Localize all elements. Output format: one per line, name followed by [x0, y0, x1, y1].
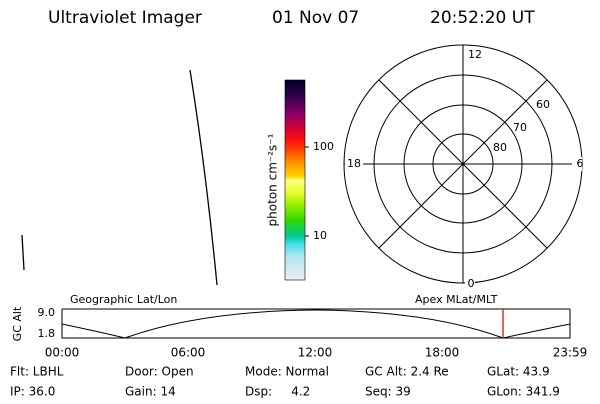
- mlt-label: 18: [347, 157, 361, 170]
- y-tick-label: 9.0: [38, 306, 56, 319]
- time: 20:52:20 UT: [430, 8, 535, 28]
- lat-label: 70: [513, 121, 527, 134]
- plot-frame: [61, 308, 571, 339]
- coastline: [21, 234, 25, 271]
- y-tick-label: 1.8: [38, 327, 56, 340]
- colorbar: [284, 79, 306, 281]
- plot-title: Apex MLat/MLT: [415, 293, 498, 306]
- info-panel: Flt: LBHL Door: Open Mode: Normal GC Alt: 2…: [10, 365, 560, 399]
- plot-title: Geographic Lat/Lon: [70, 293, 177, 306]
- y-axis-label: GC Alt: [11, 306, 24, 341]
- colorbar-tick-label: 10: [313, 229, 327, 242]
- lat-label: 60: [536, 98, 550, 111]
- info-field: Mode: Normal: [245, 365, 329, 379]
- info-field: Dsp: 4.2: [245, 385, 310, 399]
- info-field: Seq: 39: [365, 385, 411, 399]
- colorbar-label: photon cm⁻²s⁻¹: [266, 133, 280, 226]
- mlt-label: 12: [468, 48, 482, 61]
- polar-grid: [343, 44, 583, 284]
- x-tick-label: 23:59: [553, 346, 588, 360]
- info-field: GLon: 341.9: [487, 385, 560, 399]
- coastline: [189, 69, 218, 286]
- info-field: IP: 36.0: [10, 385, 55, 399]
- title: Ultraviolet Imager: [48, 8, 202, 28]
- lat-label: 80: [493, 141, 507, 154]
- date: 01 Nov 07: [272, 8, 359, 28]
- info-field: Gain: 14: [125, 385, 176, 399]
- mlt-label: 6: [577, 157, 584, 170]
- x-tick-label: 18:00: [425, 346, 460, 360]
- x-tick-label: 00:00: [45, 346, 80, 360]
- altitude-curve: [61, 309, 571, 339]
- info-field: GC Alt: 2.4 Re: [365, 365, 449, 379]
- info-field: GLat: 43.9: [487, 365, 550, 379]
- x-tick-label: 06:00: [171, 346, 206, 360]
- mlt-label: 0: [468, 277, 475, 290]
- colorbar-tick-label: 100: [313, 140, 334, 153]
- info-field: Flt: LBHL: [10, 365, 64, 379]
- info-field: Door: Open: [125, 365, 194, 379]
- x-tick-label: 12:00: [298, 346, 333, 360]
